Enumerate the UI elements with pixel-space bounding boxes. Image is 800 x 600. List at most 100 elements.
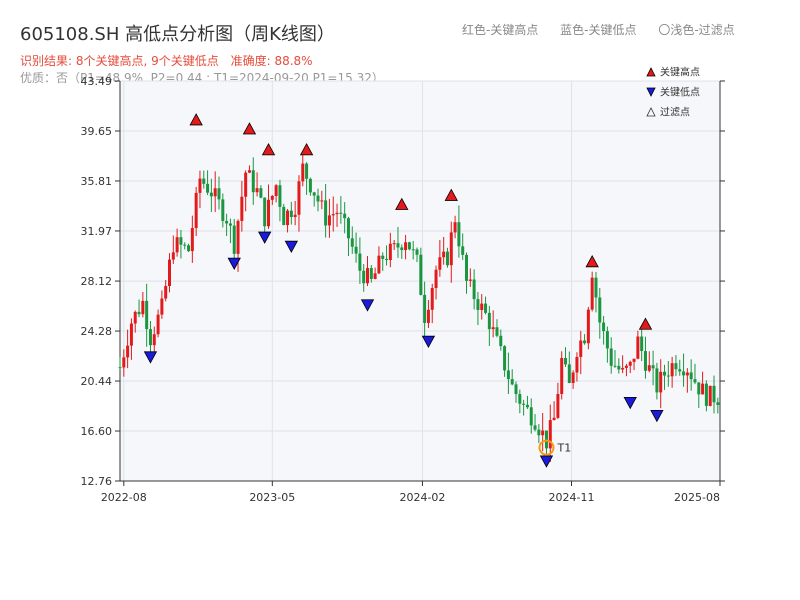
candle-body	[145, 300, 149, 330]
candle-body	[701, 383, 705, 395]
candle-body	[267, 199, 271, 227]
candle	[308, 177, 312, 196]
candle	[442, 237, 446, 265]
candle	[400, 244, 404, 259]
candle	[122, 349, 126, 377]
candle	[282, 203, 286, 226]
key-low-marker	[421, 335, 436, 349]
candle	[514, 381, 518, 403]
candle	[575, 352, 579, 382]
candle-body	[194, 192, 198, 229]
candle-body	[472, 279, 476, 300]
candle	[621, 355, 625, 374]
candle-body	[579, 340, 583, 357]
y-tick-label: 39.65	[81, 125, 113, 138]
candle	[339, 196, 343, 224]
candle	[480, 293, 484, 320]
candle	[423, 281, 427, 339]
candle-body	[118, 367, 122, 369]
candle	[655, 362, 659, 400]
candle-body	[537, 429, 541, 436]
key-low-marker	[650, 409, 664, 423]
candle	[651, 350, 655, 386]
candle	[350, 226, 354, 254]
candle-body	[385, 258, 389, 260]
candle	[362, 264, 366, 292]
candle	[541, 412, 545, 452]
candle	[270, 195, 274, 205]
candle-body	[168, 259, 172, 286]
candle	[640, 328, 644, 362]
candle	[518, 389, 522, 414]
header-legend: 红色-关键高点 蓝色-关键低点 〇浅色-过滤点	[462, 21, 735, 38]
result-line: 识别结果: 8个关键高点, 9个关键低点 准确度: 88.8%	[20, 52, 313, 69]
candle	[663, 364, 667, 390]
candle-body	[491, 327, 495, 330]
candle	[499, 329, 503, 351]
candle-body	[141, 300, 145, 315]
candle-body	[651, 365, 655, 369]
candle	[666, 361, 670, 387]
candle	[168, 253, 172, 293]
candle	[286, 209, 290, 233]
candle-body	[522, 403, 526, 405]
legend-label: 过滤点	[660, 106, 690, 119]
candle-body	[461, 246, 465, 255]
candle-body	[396, 243, 400, 248]
candle	[674, 355, 678, 377]
candle-body	[232, 225, 236, 254]
candle	[293, 200, 297, 226]
candle-body	[693, 379, 697, 383]
candle	[636, 330, 640, 360]
candle	[404, 234, 408, 260]
candle-body	[225, 220, 229, 224]
legend-label: 关键低点	[660, 86, 700, 99]
legend-marker	[646, 67, 656, 77]
candle	[335, 203, 339, 227]
candle-body	[685, 372, 689, 376]
candle-body	[457, 222, 461, 247]
candle-body	[312, 192, 316, 196]
candle-body	[499, 335, 503, 347]
candle-body	[358, 253, 362, 271]
candle-body	[339, 212, 343, 214]
candle-body	[133, 311, 137, 324]
candle-body	[602, 322, 606, 332]
candle-body	[525, 404, 529, 408]
candle-body	[423, 294, 427, 323]
candle	[327, 198, 331, 238]
x-tick-label: 2025-08	[674, 491, 720, 504]
candle-body	[716, 402, 720, 405]
candle-body	[354, 246, 358, 254]
candle	[289, 201, 293, 225]
candle	[373, 267, 377, 280]
candle	[236, 219, 240, 272]
candle	[183, 242, 187, 250]
candle	[457, 205, 461, 258]
candle-body	[373, 273, 377, 279]
candle-body	[308, 178, 312, 193]
candle-body	[282, 206, 286, 226]
candle	[381, 252, 385, 271]
candle-body	[682, 371, 686, 376]
candle	[605, 326, 609, 363]
y-tick-label: 12.76	[81, 475, 113, 488]
candle	[567, 351, 571, 384]
candle-body	[187, 245, 191, 252]
legend-label: 关键高点	[660, 66, 700, 79]
candle-body	[301, 163, 305, 182]
candle-body	[598, 297, 602, 323]
candle	[506, 352, 510, 394]
candle	[712, 375, 716, 414]
candle	[320, 190, 324, 210]
candle-body	[198, 178, 202, 193]
candle-body	[613, 365, 617, 367]
candle	[594, 271, 598, 313]
candle-body	[704, 383, 708, 406]
candle-body	[621, 367, 625, 370]
candle	[225, 213, 229, 236]
candle-body	[316, 195, 320, 202]
candle-body	[430, 288, 434, 310]
key-high-marker	[299, 143, 314, 156]
